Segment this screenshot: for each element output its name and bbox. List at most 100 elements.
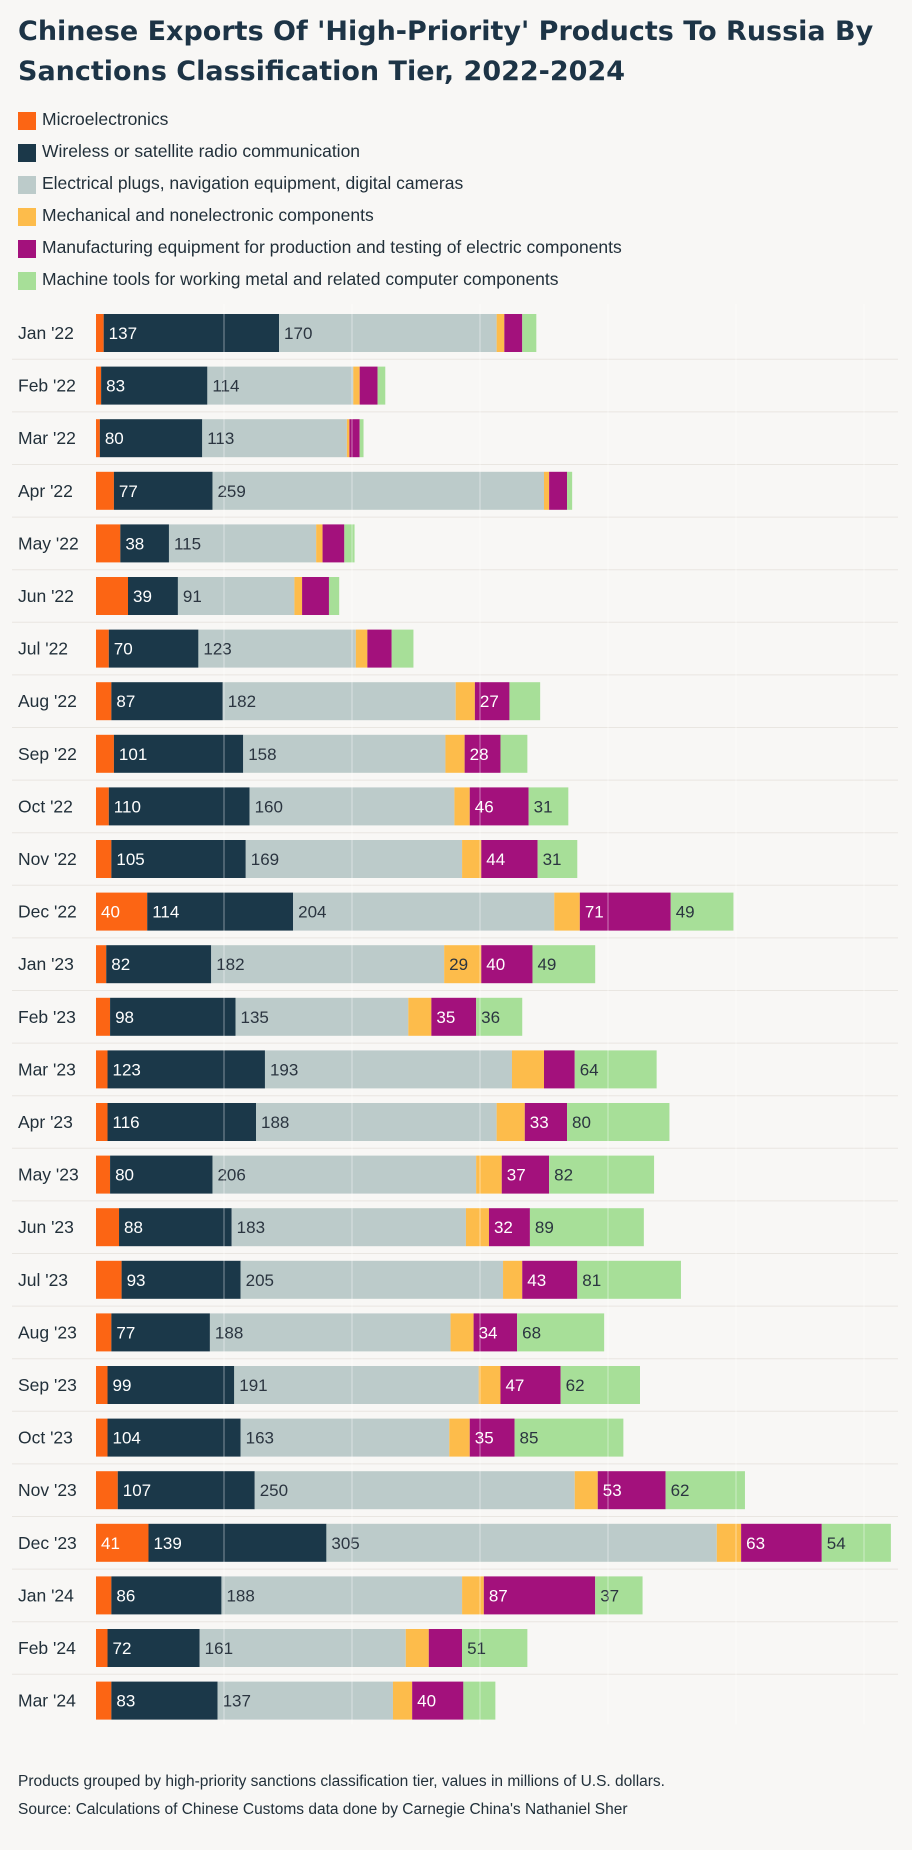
bar-segment xyxy=(249,787,455,826)
bar-segment xyxy=(544,1050,575,1089)
data-label: 80 xyxy=(105,429,124,448)
data-label: 114 xyxy=(152,903,179,922)
data-label: 182 xyxy=(216,955,244,974)
bar-segment xyxy=(574,1471,598,1510)
data-label: 191 xyxy=(239,1376,267,1395)
bar-segment xyxy=(111,1313,210,1352)
legend-swatch-machine-tools xyxy=(18,272,36,290)
bar-segment xyxy=(245,840,463,878)
data-label: 137 xyxy=(109,324,137,343)
bar-segment xyxy=(483,1576,596,1615)
category-label: Oct '23 xyxy=(18,1428,73,1448)
bar-segment xyxy=(96,1471,118,1510)
data-label: 182 xyxy=(228,692,256,711)
legend-item-wireless: Wireless or satellite radio communicatio… xyxy=(18,140,898,164)
bar-segment xyxy=(96,629,109,668)
bar-segment xyxy=(462,840,482,878)
bar-segment xyxy=(107,1629,200,1667)
bar-segment xyxy=(96,1103,108,1141)
bar-segment xyxy=(431,997,477,1036)
bar-segment xyxy=(665,1471,745,1510)
category-label: Dec '23 xyxy=(18,1533,77,1553)
bar-segment xyxy=(96,314,104,352)
data-label: 98 xyxy=(115,1008,134,1027)
data-label: 71 xyxy=(585,903,604,922)
data-label: 170 xyxy=(284,324,312,343)
bar-segment xyxy=(240,1418,450,1457)
bar-segment xyxy=(517,1313,605,1352)
data-label: 188 xyxy=(261,1113,289,1132)
bar-segment xyxy=(107,1050,265,1089)
bar-segment xyxy=(496,314,505,352)
data-label: 33 xyxy=(530,1113,549,1132)
data-label: 89 xyxy=(535,1218,554,1237)
bar-segment xyxy=(367,629,392,668)
bar-segment xyxy=(476,997,523,1036)
bar-segment xyxy=(302,577,329,615)
data-label: 37 xyxy=(600,1586,619,1605)
data-label: 107 xyxy=(123,1481,151,1500)
category-label: Jan '22 xyxy=(18,323,74,343)
bar-segment xyxy=(96,1366,108,1404)
data-label: 91 xyxy=(183,587,202,606)
bar-segment xyxy=(503,1260,523,1299)
legend-swatch-wireless xyxy=(18,144,36,162)
data-label: 206 xyxy=(217,1166,245,1185)
legend-item-machine-tools: Machine tools for working metal and rela… xyxy=(18,268,898,292)
bar-segment xyxy=(168,524,317,563)
bar-segment xyxy=(544,471,550,510)
data-label: 40 xyxy=(417,1692,436,1711)
data-label: 82 xyxy=(111,955,130,974)
data-label: 169 xyxy=(251,850,279,869)
data-label: 188 xyxy=(226,1586,254,1605)
bar-segment xyxy=(465,1208,489,1247)
bar-segment xyxy=(405,1629,429,1667)
bar-segment xyxy=(455,682,475,721)
bar-segment xyxy=(326,1523,717,1562)
bar-segment xyxy=(111,840,246,878)
bar-segment xyxy=(211,945,445,984)
bar-segment xyxy=(111,1681,218,1720)
bar-segment xyxy=(464,734,501,773)
bar-segment xyxy=(96,1050,108,1089)
bar-segment xyxy=(512,1050,544,1089)
data-label: 88 xyxy=(124,1218,143,1237)
bar-segment xyxy=(359,366,378,405)
data-label: 77 xyxy=(119,482,138,501)
data-label: 80 xyxy=(572,1113,591,1132)
bar-segment xyxy=(96,1418,108,1457)
category-label: Jan '23 xyxy=(18,954,74,974)
bar-segment xyxy=(231,1208,466,1247)
data-label: 82 xyxy=(554,1166,573,1185)
bar-segment xyxy=(481,840,538,878)
bar-segment xyxy=(567,471,573,510)
bar-segment xyxy=(328,577,340,615)
data-label: 139 xyxy=(153,1534,181,1553)
bar-segment xyxy=(107,1418,241,1457)
bar-segment xyxy=(96,892,148,931)
data-label: 62 xyxy=(671,1481,690,1500)
category-label: Apr '23 xyxy=(18,1112,73,1132)
data-label: 41 xyxy=(101,1534,120,1553)
data-label: 87 xyxy=(489,1586,508,1605)
bar-segment xyxy=(96,1523,149,1562)
bar-segment xyxy=(469,1418,515,1457)
data-label: 86 xyxy=(116,1586,135,1605)
bar-segment xyxy=(113,734,244,773)
bar-segment xyxy=(96,577,128,615)
data-label: 70 xyxy=(114,640,133,659)
legend-item-microelectronics: Microelectronics xyxy=(18,108,898,132)
data-label: 259 xyxy=(217,482,245,501)
category-label: Nov '22 xyxy=(18,849,77,869)
data-label: 305 xyxy=(331,1534,359,1553)
bar-segment xyxy=(96,1155,111,1194)
bar-segment xyxy=(377,366,386,405)
bar-segment xyxy=(428,1629,463,1667)
bar-segment xyxy=(476,1155,502,1194)
bar-segment xyxy=(221,1576,463,1615)
data-label: 37 xyxy=(507,1166,526,1185)
bar-segment xyxy=(359,419,364,458)
bar-segment xyxy=(279,314,497,352)
data-label: 250 xyxy=(260,1481,288,1500)
bar-segment xyxy=(264,1050,512,1089)
